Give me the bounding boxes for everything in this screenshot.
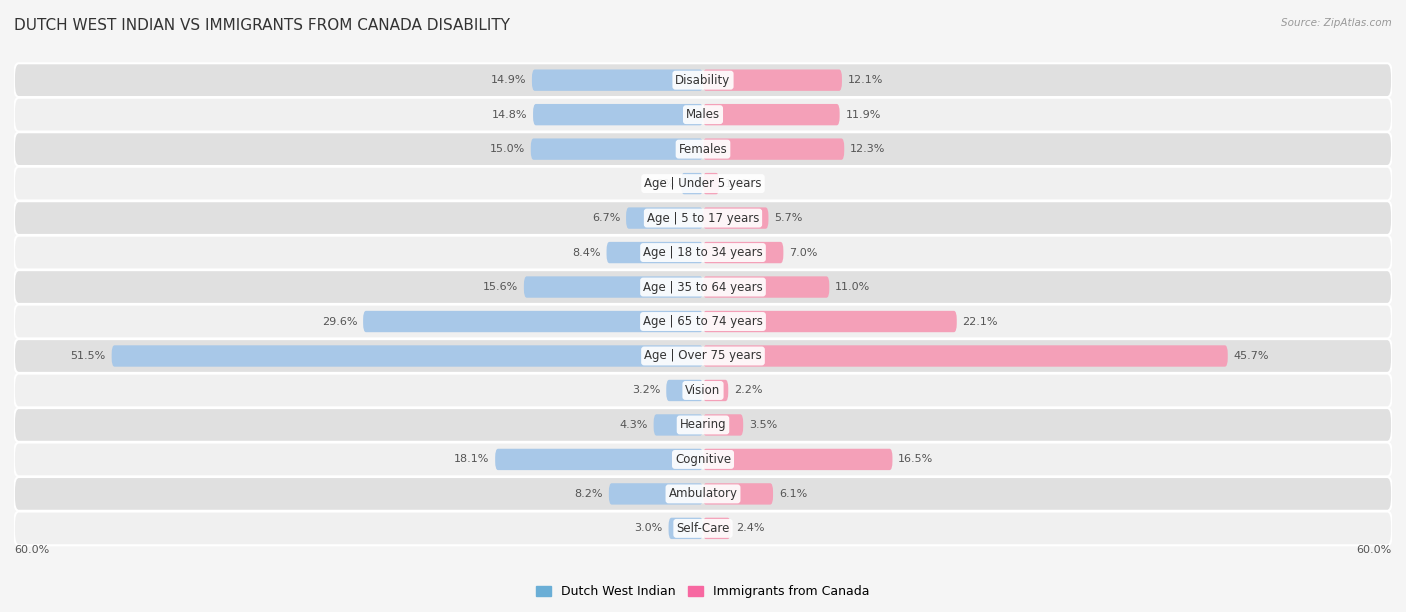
FancyBboxPatch shape — [703, 311, 956, 332]
Text: 3.5%: 3.5% — [749, 420, 778, 430]
Text: Source: ZipAtlas.com: Source: ZipAtlas.com — [1281, 18, 1392, 28]
FancyBboxPatch shape — [703, 138, 844, 160]
Text: DUTCH WEST INDIAN VS IMMIGRANTS FROM CANADA DISABILITY: DUTCH WEST INDIAN VS IMMIGRANTS FROM CAN… — [14, 18, 510, 34]
FancyBboxPatch shape — [703, 277, 830, 297]
Text: 7.0%: 7.0% — [789, 248, 817, 258]
Text: 18.1%: 18.1% — [454, 455, 489, 465]
FancyBboxPatch shape — [666, 380, 703, 401]
Text: Females: Females — [679, 143, 727, 155]
Text: 12.3%: 12.3% — [851, 144, 886, 154]
Text: 11.9%: 11.9% — [845, 110, 880, 119]
FancyBboxPatch shape — [703, 345, 1227, 367]
Text: Ambulatory: Ambulatory — [668, 487, 738, 501]
Text: 6.1%: 6.1% — [779, 489, 807, 499]
FancyBboxPatch shape — [681, 173, 703, 194]
FancyBboxPatch shape — [669, 518, 703, 539]
Text: 4.3%: 4.3% — [620, 420, 648, 430]
Text: Age | 65 to 74 years: Age | 65 to 74 years — [643, 315, 763, 328]
Text: Age | Over 75 years: Age | Over 75 years — [644, 349, 762, 362]
Text: 11.0%: 11.0% — [835, 282, 870, 292]
FancyBboxPatch shape — [14, 132, 1392, 166]
FancyBboxPatch shape — [14, 512, 1392, 545]
FancyBboxPatch shape — [703, 207, 769, 229]
Text: Males: Males — [686, 108, 720, 121]
Text: 60.0%: 60.0% — [1357, 545, 1392, 554]
FancyBboxPatch shape — [14, 63, 1392, 97]
FancyBboxPatch shape — [14, 442, 1392, 476]
Text: Disability: Disability — [675, 73, 731, 87]
Text: 6.7%: 6.7% — [592, 213, 620, 223]
Text: 1.4%: 1.4% — [725, 179, 754, 188]
Text: 5.7%: 5.7% — [775, 213, 803, 223]
FancyBboxPatch shape — [703, 70, 842, 91]
FancyBboxPatch shape — [703, 518, 731, 539]
Text: 14.8%: 14.8% — [492, 110, 527, 119]
FancyBboxPatch shape — [609, 483, 703, 505]
Text: Age | 5 to 17 years: Age | 5 to 17 years — [647, 212, 759, 225]
FancyBboxPatch shape — [14, 201, 1392, 235]
FancyBboxPatch shape — [495, 449, 703, 470]
FancyBboxPatch shape — [531, 70, 703, 91]
FancyBboxPatch shape — [626, 207, 703, 229]
Text: Age | 18 to 34 years: Age | 18 to 34 years — [643, 246, 763, 259]
FancyBboxPatch shape — [111, 345, 703, 367]
Text: 15.6%: 15.6% — [482, 282, 519, 292]
FancyBboxPatch shape — [363, 311, 703, 332]
Text: Hearing: Hearing — [679, 419, 727, 431]
FancyBboxPatch shape — [14, 166, 1392, 201]
FancyBboxPatch shape — [524, 277, 703, 297]
FancyBboxPatch shape — [14, 270, 1392, 304]
FancyBboxPatch shape — [14, 236, 1392, 269]
Legend: Dutch West Indian, Immigrants from Canada: Dutch West Indian, Immigrants from Canad… — [531, 580, 875, 603]
FancyBboxPatch shape — [14, 339, 1392, 373]
Text: Cognitive: Cognitive — [675, 453, 731, 466]
FancyBboxPatch shape — [531, 138, 703, 160]
FancyBboxPatch shape — [14, 305, 1392, 338]
Text: 2.4%: 2.4% — [737, 523, 765, 534]
FancyBboxPatch shape — [703, 173, 718, 194]
FancyBboxPatch shape — [703, 242, 783, 263]
FancyBboxPatch shape — [703, 483, 773, 505]
Text: Age | Under 5 years: Age | Under 5 years — [644, 177, 762, 190]
Text: 1.9%: 1.9% — [647, 179, 675, 188]
FancyBboxPatch shape — [14, 477, 1392, 511]
Text: 16.5%: 16.5% — [898, 455, 934, 465]
FancyBboxPatch shape — [14, 98, 1392, 132]
FancyBboxPatch shape — [14, 373, 1392, 408]
Text: 2.2%: 2.2% — [734, 386, 762, 395]
FancyBboxPatch shape — [703, 449, 893, 470]
FancyBboxPatch shape — [606, 242, 703, 263]
Text: 60.0%: 60.0% — [14, 545, 49, 554]
Text: 8.4%: 8.4% — [572, 248, 600, 258]
Text: Vision: Vision — [685, 384, 721, 397]
Text: 22.1%: 22.1% — [963, 316, 998, 327]
FancyBboxPatch shape — [654, 414, 703, 436]
Text: 51.5%: 51.5% — [70, 351, 105, 361]
Text: 12.1%: 12.1% — [848, 75, 883, 85]
Text: 15.0%: 15.0% — [489, 144, 524, 154]
Text: Self-Care: Self-Care — [676, 522, 730, 535]
Text: 29.6%: 29.6% — [322, 316, 357, 327]
FancyBboxPatch shape — [14, 408, 1392, 442]
FancyBboxPatch shape — [703, 414, 744, 436]
FancyBboxPatch shape — [703, 380, 728, 401]
Text: 8.2%: 8.2% — [575, 489, 603, 499]
Text: 3.0%: 3.0% — [634, 523, 662, 534]
Text: 14.9%: 14.9% — [491, 75, 526, 85]
Text: 45.7%: 45.7% — [1233, 351, 1270, 361]
Text: Age | 35 to 64 years: Age | 35 to 64 years — [643, 280, 763, 294]
FancyBboxPatch shape — [533, 104, 703, 125]
FancyBboxPatch shape — [703, 104, 839, 125]
Text: 3.2%: 3.2% — [633, 386, 661, 395]
